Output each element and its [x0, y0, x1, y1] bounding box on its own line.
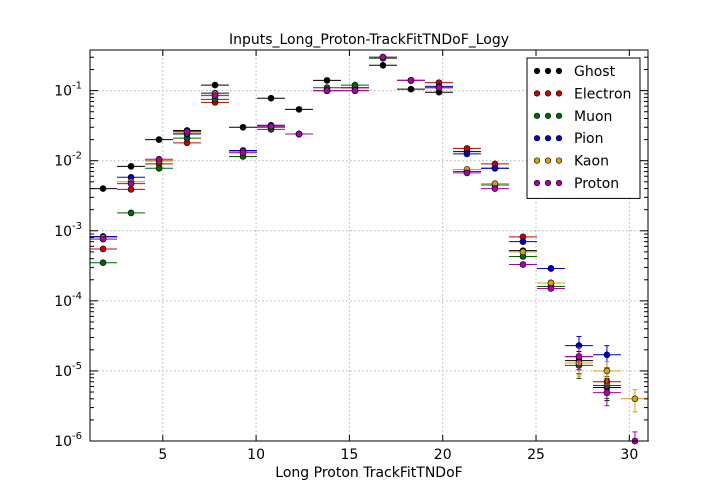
- y-tick-label: 10-5: [54, 361, 82, 380]
- data-point: [519, 248, 527, 256]
- legend-marker: [533, 157, 541, 164]
- data-point: [603, 389, 611, 396]
- legend-marker: [533, 67, 541, 75]
- data-point: [211, 81, 219, 89]
- data-point: [295, 106, 303, 113]
- legend-marker: [544, 179, 552, 187]
- y-tick-label: 10-2: [54, 151, 82, 170]
- data-point: [351, 81, 359, 89]
- data-point: [267, 94, 275, 102]
- legend-marker: [555, 157, 563, 164]
- legend-label: Ghost: [574, 64, 616, 80]
- data-point: [379, 53, 387, 61]
- legend-label: Pion: [574, 131, 603, 147]
- data-point: [155, 155, 163, 163]
- data-point: [267, 122, 275, 130]
- legend-item-muon: Muon: [533, 109, 612, 125]
- x-tick-label: 30: [620, 447, 638, 463]
- legend-label: Electron: [574, 86, 631, 102]
- data-point: [155, 136, 163, 143]
- x-tick-label: 15: [340, 447, 358, 463]
- legend-marker: [544, 90, 552, 97]
- legend-marker: [544, 157, 552, 164]
- data-point: [295, 130, 303, 138]
- legend-box: [526, 57, 641, 199]
- legend-marker: [533, 90, 541, 97]
- x-axis-label: Long Proton TrackFitTNDoF: [275, 465, 462, 481]
- data-point: [127, 163, 135, 170]
- y-tick-label: 10-6: [54, 431, 82, 450]
- data-point: [211, 92, 219, 99]
- legend-marker: [544, 67, 552, 75]
- x-tick-label: 20: [434, 447, 452, 463]
- legend-item-kaon: Kaon: [533, 154, 609, 170]
- legend-marker: [544, 112, 552, 119]
- legend-marker: [533, 112, 541, 119]
- legend: Ghost Electron Muon Pion Kaon Proton: [526, 57, 641, 199]
- data-point: [435, 84, 443, 92]
- x-tick-label: 25: [527, 447, 545, 463]
- data-point: [99, 235, 107, 243]
- legend-marker: [555, 67, 563, 75]
- data-point: [575, 353, 583, 360]
- data-point: [547, 265, 555, 272]
- chart-title: Inputs_Long_Proton-TrackFitTNDoF_Logy: [229, 32, 509, 48]
- data-point: [547, 279, 555, 287]
- data-point: [323, 77, 331, 84]
- legend-item-electron: Electron: [533, 86, 631, 102]
- y-tick-label: 10-3: [54, 221, 82, 240]
- data-point: [463, 145, 471, 152]
- legend-marker: [555, 90, 563, 97]
- data-point: [603, 367, 611, 375]
- legend-marker: [533, 179, 541, 187]
- data-point: [491, 164, 499, 172]
- data-point: [519, 261, 527, 268]
- legend-item-ghost: Ghost: [533, 64, 616, 80]
- data-point: [155, 164, 163, 172]
- x-tick-label: 10: [247, 447, 265, 463]
- data-point: [99, 185, 107, 192]
- legend-marker: [533, 135, 541, 142]
- legend-marker: [555, 135, 563, 142]
- data-point: [323, 87, 331, 94]
- data-point: [183, 128, 191, 135]
- axes: 5 10 15 20 25 30 10-6 10-5 10-4 10-3 10-2 10-1: [54, 50, 648, 463]
- data-point: [463, 169, 471, 177]
- legend-label: Proton: [574, 176, 619, 192]
- data-point: [239, 123, 247, 131]
- data-point: [463, 150, 471, 158]
- legend-marker: [555, 112, 563, 119]
- data-point: [603, 351, 611, 359]
- data-point: [99, 245, 107, 253]
- data-point: [631, 395, 639, 403]
- data-point: [127, 186, 135, 193]
- legend-marker: [544, 135, 552, 142]
- legend-label: Kaon: [574, 154, 609, 170]
- data-point: [407, 85, 415, 93]
- data-point: [519, 238, 527, 245]
- y-tick-label: 10-1: [54, 81, 82, 100]
- y-tick-label: 10-4: [54, 291, 82, 310]
- data-series: [90, 53, 649, 445]
- data-point: [379, 61, 387, 69]
- legend-label: Muon: [574, 109, 612, 125]
- data-point: [547, 285, 555, 292]
- data-point: [491, 185, 499, 192]
- data-point: [407, 77, 415, 84]
- data-point: [127, 180, 135, 187]
- data-point: [239, 149, 247, 157]
- legend-marker: [555, 179, 563, 187]
- legend-item-proton: Proton: [533, 176, 619, 192]
- legend-item-pion: Pion: [533, 131, 603, 147]
- data-point: [99, 259, 107, 267]
- x-tick-label: 5: [158, 447, 167, 463]
- plot-frame: [89, 49, 649, 442]
- data-point: [127, 209, 135, 217]
- data-point: [351, 87, 359, 94]
